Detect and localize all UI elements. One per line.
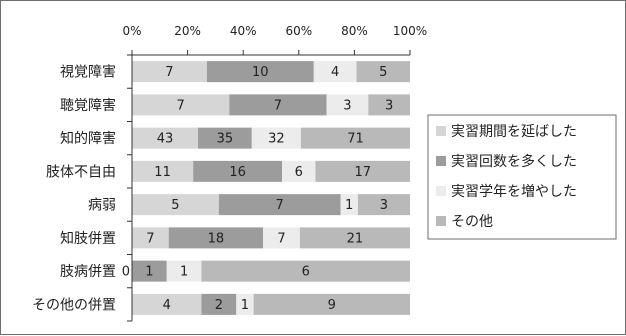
legend-swatch [436, 156, 446, 166]
bar-segment [132, 61, 207, 83]
bar-segment [253, 293, 411, 315]
category-label: 肢病併置 [60, 264, 116, 280]
bar-segment [166, 260, 202, 282]
legend-label: 実習学年を増やした [451, 184, 577, 200]
value-label: 5 [171, 198, 179, 213]
value-label: 2 [215, 298, 223, 313]
value-label: 1 [145, 265, 153, 280]
bar-segment [132, 227, 169, 249]
legend-label: その他 [451, 214, 493, 230]
value-label: 1 [345, 198, 353, 213]
bar-segment [168, 227, 264, 249]
value-label: 0 [122, 265, 130, 280]
tick-label: 80% [341, 24, 368, 38]
value-label: 3 [343, 98, 351, 113]
tick-label: 60% [285, 24, 312, 38]
bar-segment [356, 61, 410, 83]
value-label: 18 [208, 231, 225, 246]
tick-label: 100% [393, 24, 427, 38]
bar-segment [251, 127, 301, 149]
value-label: 43 [157, 132, 174, 147]
bar-segment [282, 160, 316, 182]
bar-segment [193, 160, 283, 182]
value-label: 7 [165, 65, 173, 80]
value-label: 71 [347, 132, 364, 147]
bar-segment [315, 160, 410, 182]
value-label: 16 [229, 165, 246, 180]
bar-segment [132, 160, 194, 182]
value-label: 9 [328, 298, 336, 313]
bar-segment [300, 127, 410, 149]
bar-segment [229, 94, 327, 116]
bar-segment [263, 227, 300, 249]
bar-segment [326, 94, 369, 116]
category-label: 聴覚障害 [60, 98, 116, 114]
category-label: 知肢併置 [60, 230, 116, 247]
value-label: 32 [268, 132, 285, 147]
bar-segment [206, 61, 314, 83]
legend-swatch [436, 186, 446, 196]
category-label: 病弱 [88, 198, 116, 214]
value-label: 11 [154, 165, 171, 180]
tick-label: 40% [230, 24, 257, 38]
bar-segment [132, 260, 167, 282]
category-label: 視覚障害 [60, 65, 116, 81]
value-label: 6 [302, 265, 310, 280]
bar-segment [299, 227, 410, 249]
category-label: 肢体不自由 [46, 164, 116, 180]
value-label: 1 [180, 265, 188, 280]
bar-segment [132, 94, 230, 116]
value-label: 6 [295, 165, 303, 180]
category-label: 知的障害 [60, 130, 116, 147]
legend-label: 実習期間を延ばした [451, 124, 577, 140]
bar-segment [368, 94, 410, 116]
value-label: 7 [177, 98, 185, 113]
value-label: 3 [385, 98, 393, 113]
value-label: 7 [277, 231, 285, 246]
bar-segment [201, 260, 410, 282]
value-label: 7 [146, 231, 154, 246]
bar-segment [132, 293, 202, 315]
legend-swatch [436, 126, 446, 136]
bar-segment [201, 293, 237, 315]
category-label: その他の併置 [32, 297, 116, 313]
value-label: 5 [379, 65, 387, 80]
bar-segment [198, 127, 252, 149]
value-label: 35 [217, 132, 234, 147]
tick-label: 0% [122, 24, 141, 38]
bar-segment [132, 194, 219, 216]
value-label: 7 [274, 98, 282, 113]
bar-segment [236, 293, 254, 315]
legend-box [427, 114, 617, 240]
legend-label: 実習回数を多くした [451, 153, 577, 170]
value-label: 10 [252, 65, 269, 80]
bar-segment [218, 194, 341, 216]
value-label: 7 [276, 198, 284, 213]
value-label: 4 [331, 65, 339, 80]
value-label: 21 [347, 231, 364, 246]
value-label: 3 [380, 198, 388, 213]
bar-segment [313, 61, 357, 83]
bar-segment [132, 127, 199, 149]
bar-segment [357, 194, 411, 216]
bar-segment [340, 194, 358, 216]
value-label: 1 [241, 298, 249, 313]
value-label: 17 [354, 165, 371, 180]
value-label: 4 [163, 298, 171, 313]
tick-label: 20% [174, 24, 201, 38]
legend-swatch [436, 216, 446, 226]
